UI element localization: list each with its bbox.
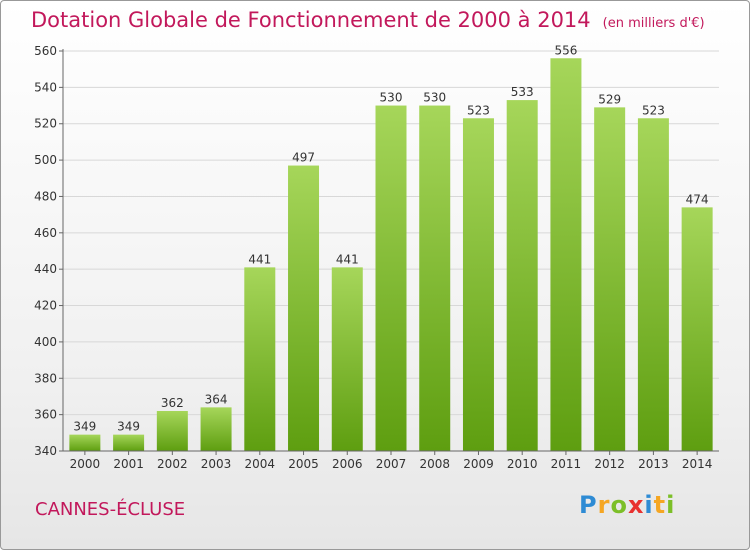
data-label: 529: [598, 92, 621, 106]
bar: [462, 118, 494, 451]
data-label: 533: [511, 85, 534, 99]
logo-letter: i: [666, 491, 676, 519]
bar: [288, 165, 320, 451]
y-tick-label: 540: [34, 80, 57, 94]
chart-title-text: Dotation Globale de Fonctionnement de 20…: [31, 8, 591, 32]
x-tick-label: 2002: [157, 457, 188, 471]
logo-letter: t: [653, 491, 667, 519]
y-tick-label: 440: [34, 262, 57, 276]
bar: [331, 267, 363, 451]
bar: [681, 207, 713, 451]
y-tick-label: 500: [34, 153, 57, 167]
data-label: 523: [642, 103, 665, 117]
data-label: 556: [554, 43, 577, 57]
bar: [637, 118, 669, 451]
proxiti-logo: Proxiti: [579, 491, 675, 519]
y-tick-label: 520: [34, 117, 57, 131]
x-tick-label: 2014: [682, 457, 713, 471]
data-label: 523: [467, 103, 490, 117]
x-tick-label: 2004: [245, 457, 276, 471]
data-label: 441: [248, 252, 271, 266]
x-tick-label: 2013: [638, 457, 669, 471]
logo-letter: x: [627, 491, 645, 519]
logo-letter: P: [579, 491, 598, 519]
bar: [594, 107, 626, 451]
x-tick-label: 2010: [507, 457, 538, 471]
y-tick-label: 420: [34, 299, 57, 313]
y-tick-label: 460: [34, 226, 57, 240]
x-tick-label: 2000: [70, 457, 101, 471]
x-tick-label: 2008: [419, 457, 450, 471]
x-tick-label: 2001: [113, 457, 144, 471]
x-tick-label: 2005: [288, 457, 319, 471]
y-tick-label: 360: [34, 408, 57, 422]
data-label: 349: [117, 420, 140, 434]
y-tick-label: 380: [34, 371, 57, 385]
x-tick-label: 2009: [463, 457, 494, 471]
x-tick-label: 2011: [551, 457, 582, 471]
y-tick-label: 560: [34, 44, 57, 58]
y-tick-label: 340: [34, 444, 57, 458]
bar: [419, 105, 451, 451]
data-label: 474: [686, 192, 709, 206]
data-label: 349: [73, 420, 96, 434]
data-label: 497: [292, 151, 315, 165]
y-tick-label: 400: [34, 335, 57, 349]
x-tick-label: 2003: [201, 457, 232, 471]
bar: [506, 100, 538, 451]
bar: [113, 434, 145, 451]
logo-letter: r: [597, 491, 611, 519]
x-tick-label: 2012: [594, 457, 625, 471]
bar: [375, 105, 407, 451]
logo-letter: i: [644, 491, 654, 519]
data-label: 530: [380, 91, 403, 105]
y-tick-label: 480: [34, 189, 57, 203]
bar: [69, 434, 101, 451]
data-label: 364: [205, 392, 228, 406]
bar: [550, 58, 582, 451]
data-label: 530: [423, 91, 446, 105]
commune-name: CANNES-ÉCLUSE: [35, 499, 186, 520]
data-label: 441: [336, 252, 359, 266]
x-tick-label: 2007: [376, 457, 407, 471]
bar: [244, 267, 276, 451]
bar: [200, 407, 232, 451]
chart-title: Dotation Globale de Fonctionnement de 20…: [31, 8, 705, 32]
chart-unit: (en milliers d'€): [602, 16, 705, 31]
data-label: 362: [161, 396, 184, 410]
x-tick-label: 2006: [332, 457, 363, 471]
bar: [156, 411, 188, 451]
logo-letter: o: [610, 491, 628, 519]
